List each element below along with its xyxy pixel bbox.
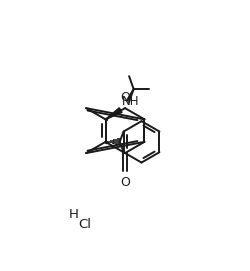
- Text: NH: NH: [122, 95, 139, 108]
- Text: Cl: Cl: [78, 218, 91, 231]
- Text: H: H: [69, 208, 78, 221]
- Polygon shape: [106, 108, 122, 119]
- Text: O: O: [120, 176, 130, 189]
- Text: O: O: [120, 91, 130, 104]
